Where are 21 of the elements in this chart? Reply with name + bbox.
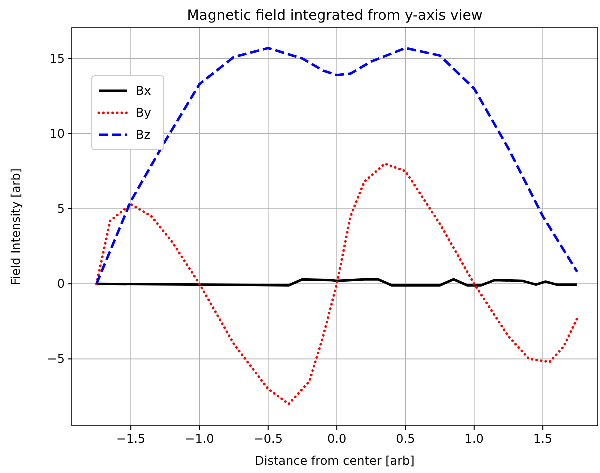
legend-label: Bz [136, 128, 151, 142]
legend-label: Bx [136, 84, 152, 98]
x-tick-label: 0.0 [328, 432, 347, 446]
x-tick-label: 0.5 [396, 432, 416, 446]
chart-title: Magnetic field integrated from y-axis view [187, 8, 483, 24]
legend-label: By [136, 106, 152, 120]
y-tick-label: 10 [50, 126, 65, 141]
y-tick-label: 15 [50, 52, 65, 66]
y-tick-label: 0 [57, 277, 65, 292]
line-series [95, 278, 579, 287]
y-tick-label: 5 [57, 202, 65, 216]
line-series [95, 47, 579, 286]
x-tick-label: 1.5 [534, 432, 553, 446]
y-axis-title: Field Intensity [arb] [9, 168, 23, 286]
line-series [95, 162, 579, 406]
y-tick-label: −5 [47, 352, 65, 366]
x-tick-label: −0.5 [254, 432, 283, 446]
x-tick-label: −1.0 [185, 432, 214, 446]
x-tick-label: 1.0 [464, 432, 484, 446]
x-axis-title: Distance from center [arb] [255, 454, 415, 468]
x-tick-label: −1.5 [116, 432, 146, 446]
